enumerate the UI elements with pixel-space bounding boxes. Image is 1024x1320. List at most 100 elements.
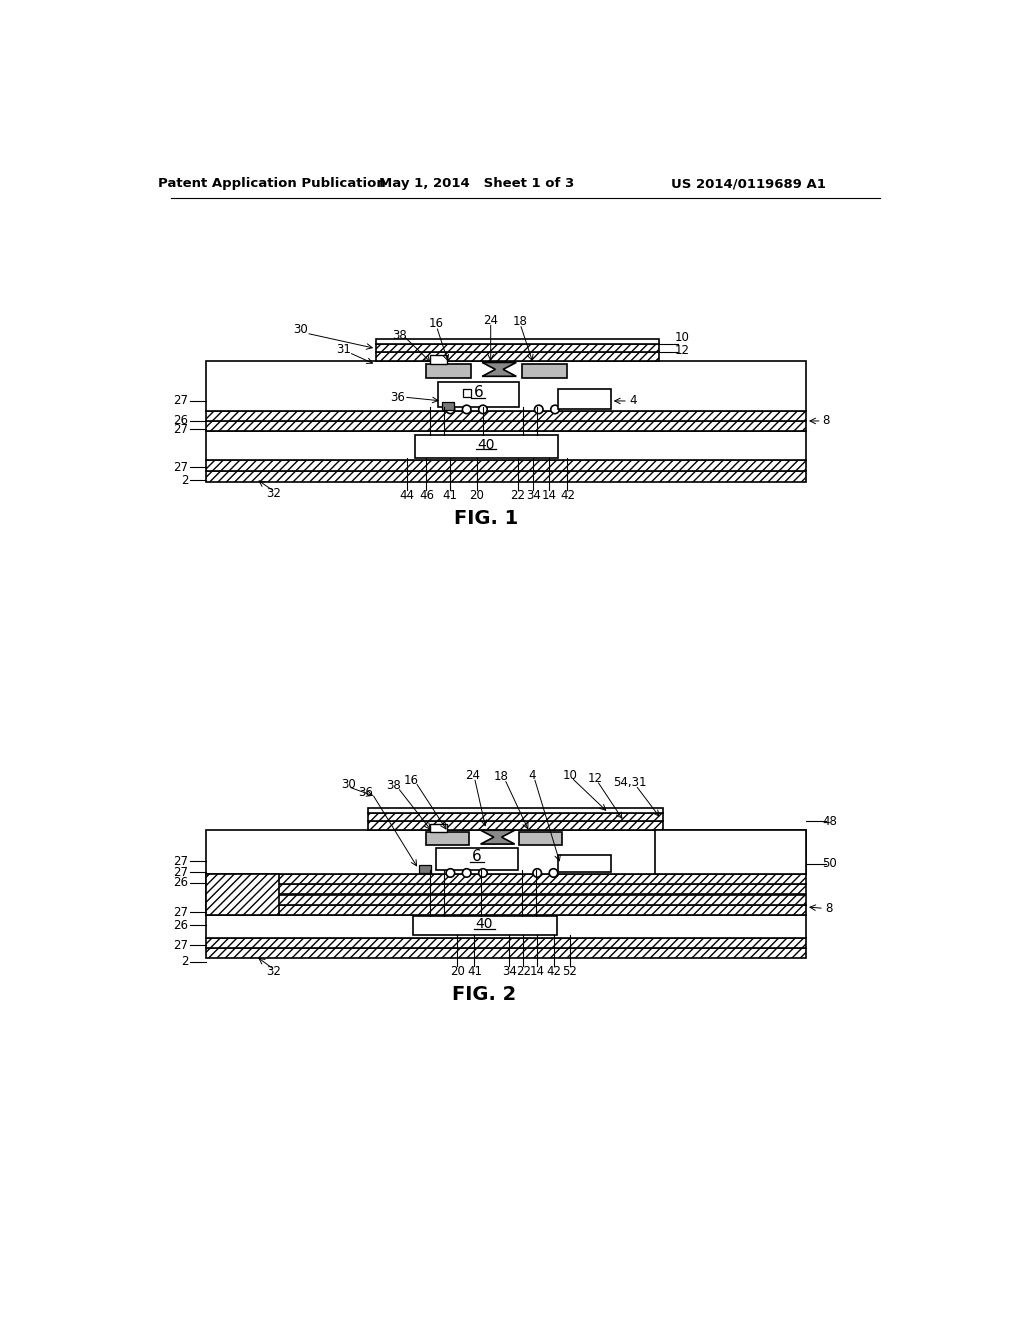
Text: 18: 18: [513, 315, 527, 329]
Text: 8: 8: [822, 414, 829, 428]
Bar: [369, 813, 663, 821]
Bar: [415, 434, 558, 458]
Text: 20: 20: [469, 490, 484, 502]
Text: May 1, 2014   Sheet 1 of 3: May 1, 2014 Sheet 1 of 3: [379, 177, 574, 190]
Bar: [206, 884, 806, 894]
Text: 34: 34: [526, 490, 541, 502]
Bar: [376, 352, 658, 360]
Circle shape: [446, 405, 455, 413]
Text: 22: 22: [516, 965, 530, 978]
Text: 14: 14: [529, 965, 545, 978]
Text: 16: 16: [403, 774, 419, 787]
Text: 14: 14: [542, 490, 556, 502]
Text: 8: 8: [825, 902, 834, 915]
Text: 27: 27: [173, 461, 188, 474]
Text: 26: 26: [173, 919, 188, 932]
Text: 12: 12: [675, 345, 689, 358]
Text: FIG. 2: FIG. 2: [453, 985, 517, 1005]
Text: 27: 27: [173, 906, 188, 919]
Bar: [206, 430, 806, 461]
Text: 40: 40: [477, 438, 495, 451]
Bar: [206, 904, 806, 915]
Text: 4: 4: [630, 395, 637, 408]
Bar: [558, 389, 611, 409]
Circle shape: [446, 869, 455, 878]
Bar: [655, 830, 806, 874]
Bar: [369, 821, 663, 830]
Text: 26: 26: [173, 876, 188, 890]
Text: 30: 30: [341, 777, 355, 791]
Text: 24: 24: [465, 768, 480, 781]
Bar: [436, 849, 518, 870]
Bar: [206, 830, 806, 874]
Text: 16: 16: [429, 317, 444, 330]
Text: 52: 52: [562, 965, 578, 978]
Text: FIG. 1: FIG. 1: [454, 510, 518, 528]
Circle shape: [551, 405, 559, 413]
Text: 48: 48: [822, 814, 837, 828]
Text: 20: 20: [450, 965, 465, 978]
Bar: [414, 916, 557, 936]
Text: 12: 12: [588, 772, 603, 785]
Bar: [419, 866, 431, 873]
Bar: [206, 461, 806, 471]
Bar: [369, 808, 663, 813]
Bar: [426, 832, 469, 845]
Bar: [206, 874, 280, 915]
Polygon shape: [482, 363, 516, 376]
Text: 27: 27: [173, 866, 188, 879]
Bar: [376, 345, 658, 352]
Text: 4: 4: [528, 768, 537, 781]
Circle shape: [532, 869, 542, 878]
Text: 41: 41: [442, 490, 457, 502]
Text: 10: 10: [675, 330, 689, 343]
Text: 26: 26: [173, 414, 188, 428]
Text: 24: 24: [483, 314, 499, 326]
Circle shape: [478, 405, 487, 413]
Bar: [521, 364, 566, 378]
Text: 30: 30: [293, 323, 307, 335]
Text: 34: 34: [502, 965, 517, 978]
Text: 32: 32: [266, 965, 282, 978]
Text: 10: 10: [562, 768, 578, 781]
Circle shape: [463, 405, 471, 413]
Bar: [206, 948, 806, 958]
Circle shape: [549, 869, 558, 878]
Bar: [206, 471, 806, 482]
Bar: [519, 832, 562, 845]
Text: 2: 2: [181, 474, 188, 487]
Bar: [206, 937, 806, 948]
Text: 18: 18: [495, 770, 509, 783]
Text: 31: 31: [336, 343, 351, 356]
Text: 40: 40: [476, 917, 494, 931]
Text: 44: 44: [399, 490, 415, 502]
Polygon shape: [480, 830, 515, 843]
Bar: [206, 411, 806, 421]
Text: US 2014/0119689 A1: US 2014/0119689 A1: [671, 177, 825, 190]
Text: 38: 38: [392, 329, 407, 342]
Bar: [438, 383, 519, 407]
Text: 6: 6: [473, 385, 483, 400]
Bar: [206, 874, 806, 884]
Circle shape: [463, 869, 471, 878]
Text: 27: 27: [173, 855, 188, 869]
Text: 32: 32: [266, 487, 282, 500]
Text: 27: 27: [173, 422, 188, 436]
Bar: [206, 895, 806, 904]
Bar: [430, 355, 447, 364]
Circle shape: [478, 869, 487, 878]
Circle shape: [535, 405, 543, 413]
Text: 54,31: 54,31: [613, 776, 647, 789]
Bar: [430, 824, 447, 832]
Bar: [206, 360, 806, 411]
Text: 46: 46: [419, 490, 434, 502]
Text: 36: 36: [390, 391, 406, 404]
Text: 27: 27: [173, 395, 188, 408]
Text: 6: 6: [472, 849, 481, 865]
Text: 42: 42: [547, 965, 562, 978]
Text: 38: 38: [386, 779, 400, 792]
Bar: [376, 339, 658, 345]
Bar: [426, 364, 471, 378]
Text: Patent Application Publication: Patent Application Publication: [158, 177, 385, 190]
Bar: [206, 421, 806, 430]
